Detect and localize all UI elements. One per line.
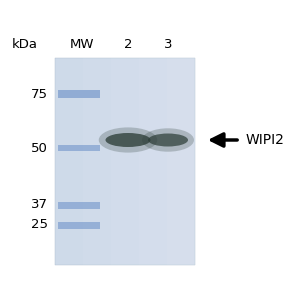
Bar (58, 221, 100, 229)
Text: WIPI2: WIPI2 (246, 133, 285, 147)
Text: 3: 3 (164, 38, 172, 52)
Text: 75: 75 (31, 88, 48, 100)
Bar (58, 90, 100, 98)
Ellipse shape (148, 134, 188, 146)
Ellipse shape (142, 128, 194, 152)
Bar (55, 58, 195, 265)
Text: kDa: kDa (12, 38, 38, 52)
Text: 2: 2 (124, 38, 132, 52)
Text: 25: 25 (31, 218, 48, 232)
Bar (83, 58, 195, 265)
Bar (139, 58, 195, 265)
Text: MW: MW (70, 38, 94, 52)
FancyArrowPatch shape (212, 134, 237, 146)
Text: 37: 37 (31, 199, 48, 212)
Bar (111, 58, 195, 265)
Ellipse shape (106, 133, 151, 147)
Bar (58, 145, 100, 151)
Ellipse shape (99, 128, 157, 153)
Bar (167, 58, 195, 265)
Bar (55, 58, 195, 265)
Bar (58, 202, 100, 208)
Text: 50: 50 (31, 142, 48, 154)
